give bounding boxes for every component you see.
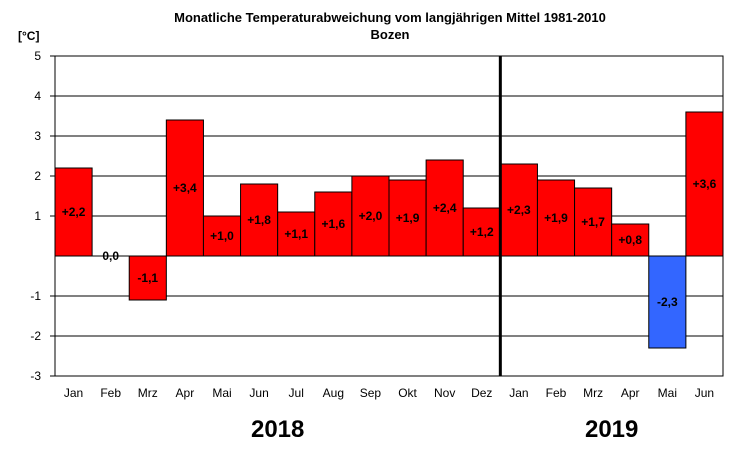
y-tick-label: -2 [30,329,41,343]
x-tick-label: Aug [323,386,344,400]
data-label: +1,6 [321,217,345,231]
x-tick-label: Mai [658,386,677,400]
data-label: +2,2 [62,205,86,219]
bar [574,187,613,257]
data-label: +1,1 [284,227,308,241]
x-tick-label: Sep [360,386,382,400]
y-tick-label: -1 [30,289,41,303]
data-label: +2,4 [433,201,457,215]
y-tick-label: -3 [30,369,41,383]
bar [499,163,538,257]
data-label: +0,8 [618,233,642,247]
y-tick-labels: 5 4 3 2 1 -1 -2 -3 [30,49,55,383]
data-label: +1,8 [247,213,271,227]
data-label: +3,4 [173,181,197,195]
data-label: 0,0 [102,249,119,263]
bar [611,223,650,257]
y-tick-label: 5 [34,49,41,63]
data-label: -2,3 [657,295,678,309]
x-tick-label: Okt [398,386,417,400]
x-tick-label: Feb [546,386,567,400]
data-label: +2,3 [507,203,531,217]
x-tick-label: Feb [100,386,121,400]
bar [685,111,724,257]
data-label: -1,1 [137,271,158,285]
x-tick-label: Mai [212,386,231,400]
year-labels: 2018 2019 [251,416,638,443]
y-tick-label: 3 [34,129,41,143]
data-label: +1,9 [396,211,420,225]
data-label: +1,0 [210,229,234,243]
bars [54,111,724,349]
bar [351,175,390,257]
y-tick-label: 1 [34,209,41,223]
x-tick-label: Nov [434,386,455,400]
data-label: +1,2 [470,225,494,239]
data-label: +1,9 [544,211,568,225]
x-tick-labels: Jan Feb Mrz Apr Mai Jun Jul Aug Sep Okt Nov Dez Jan F… [64,386,714,400]
x-tick-label: Mrz [138,386,158,400]
x-tick-label: Apr [621,386,640,400]
bar [128,255,167,301]
data-labels: +2,2 0,0 -1,1 +3,4 +1,0 +1,8 +1,1 +1,6 +2,0 +1,9 +… [62,177,717,309]
x-tick-label: Apr [176,386,195,400]
x-tick-label: Mrz [583,386,603,400]
bar [314,191,353,257]
bar [277,211,316,257]
chart-subtitle: Bozen [371,27,410,42]
x-tick-label: Jun [249,386,268,400]
year-label: 2019 [585,416,638,443]
year-label: 2018 [251,416,304,443]
y-tick-label: 4 [34,89,41,103]
x-tick-label: Jan [509,386,528,400]
data-label: +2,0 [359,209,383,223]
x-tick-label: Jun [695,386,714,400]
bar [165,119,204,257]
x-tick-label: Jan [64,386,83,400]
data-label: +1,7 [581,215,605,229]
bar [462,207,501,257]
y-tick-label: 2 [34,169,41,183]
chart-title: Monatliche Temperaturabweichung vom lang… [174,10,606,25]
data-label: +3,6 [693,177,717,191]
x-tick-label: Dez [471,386,492,400]
y-axis-unit: [°C] [18,29,39,43]
x-tick-label: Jul [289,386,304,400]
